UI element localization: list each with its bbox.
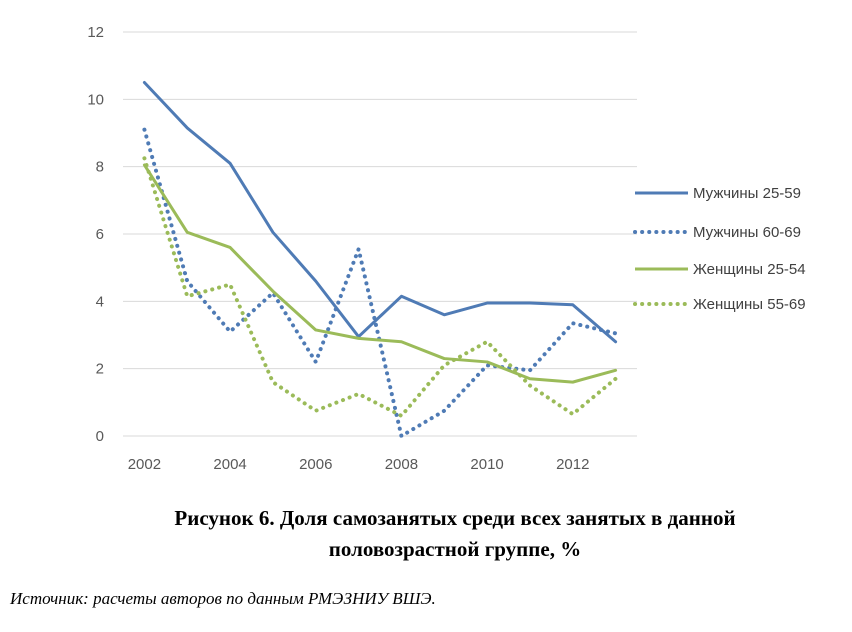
y-tick-label: 4 <box>96 293 104 310</box>
gridlines <box>123 31 637 437</box>
legend-entry: Женщины 55-69 <box>633 296 806 313</box>
caption-line-2: половозрастной группе, % <box>328 537 582 561</box>
source-note: Источник: расчеты авторов по данным РМЭЗ… <box>10 589 436 608</box>
legend-entry: Мужчины 25-59 <box>635 185 801 202</box>
y-tick-label: 2 <box>96 361 104 378</box>
legend-label: Женщины 55-69 <box>693 296 806 313</box>
legend: Мужчины 25-59 Мужчины 60-69 Женщины 25-54 Ж… <box>633 185 806 313</box>
x-tick-label: 2012 <box>556 456 589 473</box>
legend-label: Женщины 25-54 <box>693 261 806 278</box>
y-tick-label: 0 <box>96 428 104 445</box>
series-line-2 <box>142 127 618 438</box>
figure-caption: Рисунок 6. Доля самозанятых среди всех з… <box>60 503 850 565</box>
series-line-3 <box>142 163 618 384</box>
x-tick-label: 2010 <box>470 456 503 473</box>
series-line-1 <box>142 81 618 344</box>
series-line-4 <box>142 156 618 418</box>
x-tick-label: 2008 <box>385 456 418 473</box>
legend-entry: Женщины 25-54 <box>635 261 806 278</box>
legend-label: Мужчины 25-59 <box>693 185 801 202</box>
x-tick-label: 2006 <box>299 456 332 473</box>
x-tick-label: 2002 <box>128 456 161 473</box>
y-tick-label: 6 <box>96 226 104 243</box>
caption-line-1: Рисунок 6. Доля самозанятых среди всех з… <box>174 506 736 530</box>
x-axis-ticks: 2002 2004 2006 2008 2010 2012 <box>128 456 590 473</box>
legend-label: Мужчины 60-69 <box>693 224 801 241</box>
line-chart: 0 2 4 6 8 10 12 2002 2004 2006 2008 2010 2012 Мужчи… <box>87 24 806 473</box>
y-tick-label: 8 <box>96 159 104 176</box>
series-lines <box>142 81 618 438</box>
y-tick-label: 10 <box>87 91 104 108</box>
y-axis-ticks: 0 2 4 6 8 10 12 <box>87 24 104 445</box>
legend-entry: Мужчины 60-69 <box>633 224 801 241</box>
y-tick-label: 12 <box>87 24 104 41</box>
x-tick-label: 2004 <box>213 456 246 473</box>
